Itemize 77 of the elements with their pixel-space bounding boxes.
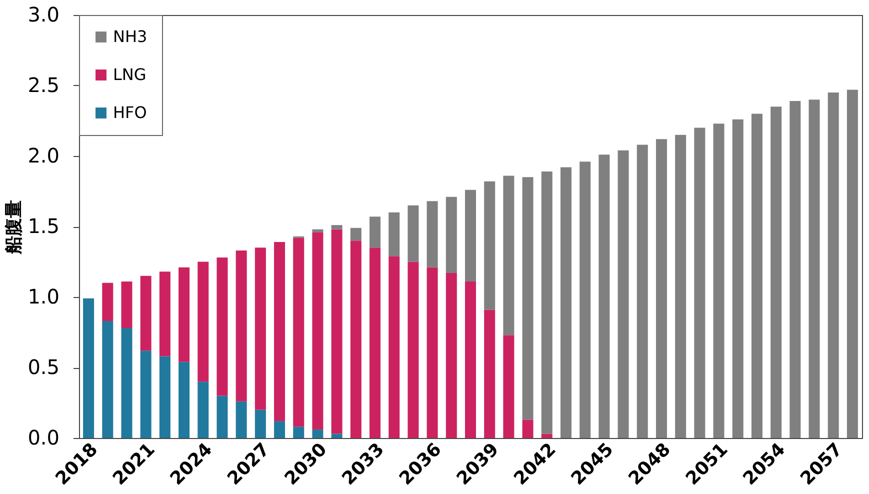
bar — [541, 172, 552, 434]
bar — [140, 350, 152, 438]
bar — [102, 282, 114, 321]
bar — [732, 119, 744, 438]
bar — [751, 114, 762, 438]
bar — [465, 190, 476, 282]
bar — [522, 177, 534, 420]
bar — [216, 396, 228, 438]
bar — [484, 181, 496, 310]
bar — [274, 421, 286, 438]
bar — [178, 362, 190, 438]
bar — [312, 232, 324, 430]
bar — [770, 106, 782, 438]
bar — [293, 426, 304, 438]
bar — [159, 356, 170, 438]
bar — [331, 229, 342, 434]
bar — [503, 335, 514, 438]
legend-label: HFO — [113, 103, 147, 122]
y-tick-label: 0.5 — [28, 355, 60, 379]
bar — [140, 276, 152, 351]
bar — [331, 225, 342, 230]
y-tick-label: 3.0 — [28, 2, 60, 26]
bar — [274, 242, 286, 422]
y-tick-label: 2.5 — [28, 73, 60, 97]
bar — [198, 262, 209, 382]
legend-label: LNG — [113, 65, 146, 84]
bar — [312, 430, 324, 438]
bar — [178, 267, 190, 362]
bar — [426, 267, 438, 438]
y-tick-label: 0.0 — [28, 426, 60, 450]
bar — [465, 281, 476, 438]
bar — [560, 167, 572, 438]
y-axis-title: 船腹量 — [4, 200, 25, 255]
bar — [694, 128, 706, 438]
bar — [790, 101, 801, 438]
bar — [388, 212, 400, 256]
y-tick-label: 2.0 — [28, 144, 60, 168]
bar — [408, 205, 419, 262]
bar — [598, 154, 610, 438]
bar — [254, 410, 266, 438]
bar — [656, 139, 667, 438]
bar — [83, 298, 94, 438]
legend-label: NH3 — [113, 27, 148, 46]
bar — [808, 100, 820, 438]
bar — [408, 262, 419, 438]
bar — [446, 273, 457, 438]
bar — [121, 281, 132, 328]
bar — [198, 382, 209, 438]
bar — [618, 150, 629, 438]
bar — [216, 258, 228, 396]
bar — [350, 240, 362, 438]
bar — [846, 90, 858, 438]
bar — [370, 216, 381, 248]
bar — [331, 434, 342, 438]
bar — [503, 176, 514, 336]
bar — [121, 328, 132, 438]
bar — [636, 144, 648, 438]
bar — [522, 420, 534, 438]
bar — [446, 196, 457, 274]
bar — [102, 320, 114, 438]
bar — [236, 401, 247, 438]
bar — [484, 310, 496, 438]
bar — [713, 124, 724, 438]
bar — [828, 92, 839, 438]
bar — [159, 272, 170, 356]
bar — [370, 248, 381, 438]
bar — [350, 228, 362, 241]
bar — [388, 256, 400, 438]
bar — [236, 250, 247, 402]
bar — [541, 434, 552, 438]
bar — [293, 238, 304, 427]
y-tick-label: 1.5 — [28, 214, 60, 238]
bar — [675, 134, 686, 438]
bar — [254, 248, 266, 410]
bar — [426, 201, 438, 268]
bar — [580, 162, 591, 438]
y-tick-label: 1.0 — [28, 284, 60, 308]
